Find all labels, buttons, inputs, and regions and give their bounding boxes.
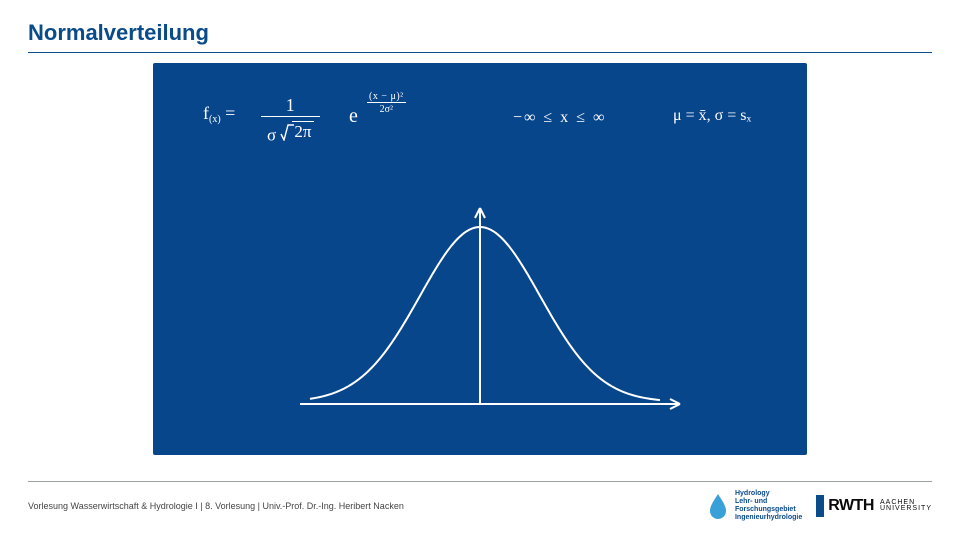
formula-fx: f(x) = [203,103,235,125]
footer-rule [28,481,932,482]
page-title: Normalverteilung [28,20,932,46]
hydro-line2: Lehr- und [735,498,802,506]
gaussian-curve [270,184,690,434]
exp-den: 2σ² [367,102,406,115]
sqrt-symbol: 2π [280,121,313,142]
formula-params: μ = x̄, σ = sₓ [673,107,751,125]
hydro-line4: Ingenieurhydrologie [735,514,802,522]
title-rule [28,52,932,53]
formula-row: f(x) = 1 σ 2π e (x − μ)² 2σ² −∞ ≤ x ≤ ∞ [153,85,807,155]
den-sigma: σ [267,126,276,145]
footer: Vorlesung Wasserwirtschaft & Hydrologie … [28,481,932,522]
hydro-line3: Forschungsgebiet [735,506,802,514]
footer-text: Vorlesung Wasserwirtschaft & Hydrologie … [28,501,404,511]
fraction-num: 1 [261,95,320,116]
params-text: μ = x̄, σ = sₓ [673,107,751,124]
rwth-logo: RWTH AACHEN UNIVERSITY [816,495,932,517]
fraction-den: σ 2π [261,116,320,146]
footer-logos: Hydrology Lehr- und Forschungsgebiet Ing… [707,490,932,522]
rwth-bar-icon [816,495,824,517]
formula-e: e [349,105,358,128]
formula-fraction: 1 σ 2π [261,95,320,146]
rwth-sub2: UNIVERSITY [880,506,932,512]
formula-exponent: (x − μ)² 2σ² [367,91,406,115]
droplet-icon [707,492,729,520]
rwth-main: RWTH [828,497,874,515]
fx-sub: (x) [209,114,221,125]
fx-equals: = [225,103,235,123]
content-panel: f(x) = 1 σ 2π e (x − μ)² 2σ² −∞ ≤ x ≤ ∞ [153,63,807,455]
formula-range: −∞ ≤ x ≤ ∞ [513,109,606,127]
hydrology-logo: Hydrology Lehr- und Forschungsgebiet Ing… [707,490,802,522]
hydro-line1: Hydrology [735,490,802,498]
curve-area [153,163,807,455]
exp-num: (x − μ)² [367,91,406,102]
sqrt-inner: 2π [292,121,313,142]
